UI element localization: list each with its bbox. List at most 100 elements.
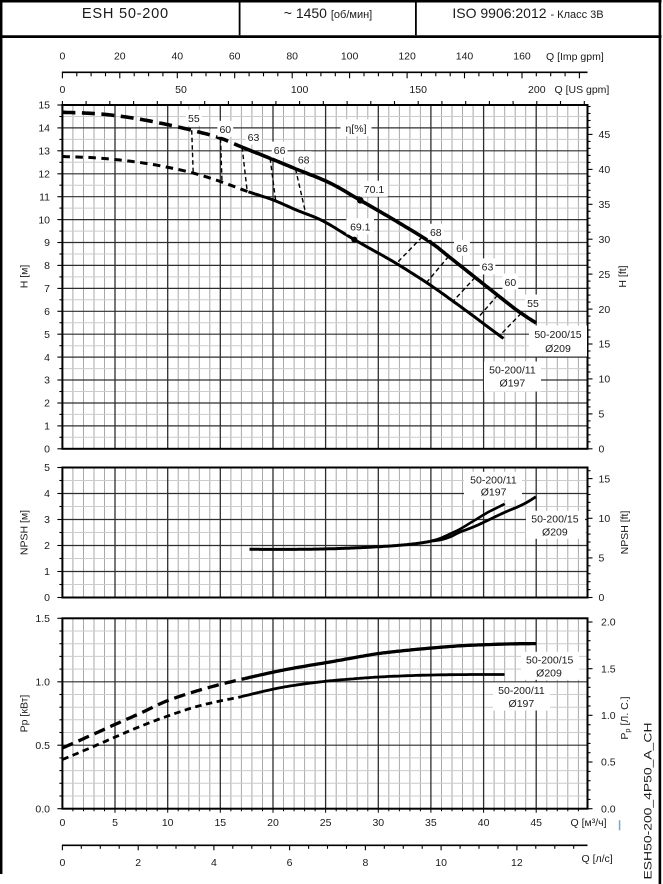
- svg-text:Ø197: Ø197: [500, 377, 526, 389]
- svg-text:15: 15: [599, 339, 611, 351]
- svg-text:H [ft]: H [ft]: [617, 265, 629, 287]
- svg-text:4: 4: [44, 488, 50, 500]
- svg-text:5: 5: [44, 329, 50, 341]
- svg-text:60: 60: [219, 124, 231, 136]
- svg-text:68: 68: [430, 227, 442, 239]
- svg-text:60: 60: [505, 277, 517, 289]
- svg-text:50-200/11: 50-200/11: [498, 685, 545, 697]
- svg-text:Ø209: Ø209: [545, 343, 571, 355]
- svg-text:10: 10: [435, 857, 447, 869]
- svg-text:120: 120: [398, 51, 416, 63]
- svg-text:NPSH [ft]: NPSH [ft]: [619, 511, 631, 555]
- svg-text:30: 30: [599, 234, 611, 246]
- svg-text:66: 66: [274, 145, 286, 157]
- svg-text:0: 0: [59, 51, 65, 63]
- svg-text:2: 2: [135, 857, 141, 869]
- svg-text:6: 6: [287, 857, 293, 869]
- svg-text:20: 20: [599, 304, 611, 316]
- svg-text:13: 13: [38, 146, 50, 158]
- svg-text:50-200/15: 50-200/15: [534, 329, 581, 341]
- svg-text:69.1: 69.1: [350, 222, 371, 234]
- svg-text:Q [Imp gpm]: Q [Imp gpm]: [546, 51, 604, 63]
- svg-text:50-200/11: 50-200/11: [470, 474, 517, 486]
- svg-text:8: 8: [362, 857, 368, 869]
- svg-text:150: 150: [409, 84, 427, 96]
- svg-text:10: 10: [599, 513, 611, 525]
- svg-text:63: 63: [248, 132, 260, 144]
- svg-text:Ø209: Ø209: [536, 668, 562, 680]
- svg-text:5: 5: [44, 462, 50, 474]
- svg-text:5: 5: [112, 817, 118, 829]
- svg-text:140: 140: [456, 51, 474, 63]
- svg-text:2.0: 2.0: [601, 617, 616, 629]
- svg-text:63: 63: [482, 262, 494, 274]
- svg-text:Pp [кВт]: Pp [кВт]: [19, 695, 31, 733]
- svg-text:10: 10: [38, 214, 50, 226]
- svg-text:7: 7: [44, 283, 50, 295]
- svg-text:50-200/15: 50-200/15: [526, 655, 573, 667]
- svg-text:68: 68: [298, 155, 310, 167]
- svg-text:1.0: 1.0: [601, 710, 616, 722]
- svg-text:25: 25: [599, 269, 611, 281]
- svg-text:15: 15: [214, 817, 226, 829]
- svg-text:66: 66: [456, 243, 468, 255]
- svg-text:25: 25: [320, 817, 332, 829]
- svg-text:12: 12: [38, 169, 50, 181]
- svg-text:20: 20: [114, 51, 126, 63]
- svg-text:10: 10: [599, 374, 611, 386]
- svg-text:6: 6: [44, 306, 50, 318]
- svg-text:35: 35: [425, 817, 437, 829]
- svg-text:0.5: 0.5: [35, 740, 50, 752]
- svg-text:0.0: 0.0: [601, 803, 616, 815]
- svg-text:55: 55: [527, 298, 539, 310]
- svg-text:NPSH [м]: NPSH [м]: [19, 510, 31, 555]
- svg-text:2: 2: [44, 540, 50, 552]
- svg-text:Q [м³/ч]: Q [м³/ч]: [571, 817, 607, 829]
- svg-text:Q [л/с]: Q [л/с]: [582, 853, 613, 865]
- svg-text:45: 45: [530, 817, 542, 829]
- svg-text:ESH50-200_4P50_A_CH: ESH50-200_4P50_A_CH: [643, 722, 655, 879]
- svg-text:50-200/11: 50-200/11: [489, 364, 536, 376]
- svg-text:12: 12: [511, 857, 523, 869]
- svg-text:Ø197: Ø197: [481, 487, 507, 499]
- svg-text:~ 1450 [об/мин]: ~ 1450 [об/мин]: [284, 5, 372, 21]
- svg-text:60: 60: [229, 51, 241, 63]
- svg-text:40: 40: [599, 164, 611, 176]
- svg-text:100: 100: [291, 84, 309, 96]
- svg-text:3: 3: [44, 375, 50, 387]
- svg-text:Pр [Л. С.]: Pр [Л. С.]: [619, 696, 632, 739]
- svg-text:55: 55: [188, 113, 200, 125]
- svg-text:15: 15: [38, 100, 50, 112]
- svg-text:4: 4: [44, 352, 50, 364]
- svg-text:11: 11: [39, 191, 50, 203]
- svg-text:14: 14: [38, 123, 50, 135]
- svg-text:10: 10: [162, 817, 174, 829]
- svg-text:Q [US gpm]: Q [US gpm]: [555, 84, 610, 96]
- svg-text:4: 4: [211, 857, 217, 869]
- svg-text:15: 15: [599, 473, 611, 485]
- svg-text:50: 50: [175, 84, 187, 96]
- svg-text:30: 30: [372, 817, 384, 829]
- svg-text:0: 0: [599, 444, 605, 456]
- svg-text:70.1: 70.1: [364, 184, 385, 196]
- svg-text:40: 40: [478, 817, 490, 829]
- svg-text:η[%]: η[%]: [345, 123, 366, 135]
- svg-text:200: 200: [528, 84, 546, 96]
- svg-text:9: 9: [44, 237, 50, 249]
- svg-text:20: 20: [267, 817, 279, 829]
- svg-text:H [м]: H [м]: [19, 265, 31, 289]
- svg-text:1.0: 1.0: [35, 677, 50, 689]
- svg-text:0: 0: [59, 84, 65, 96]
- svg-text:8: 8: [44, 260, 50, 272]
- svg-text:80: 80: [286, 51, 298, 63]
- svg-text:0.5: 0.5: [601, 757, 616, 769]
- svg-text:1: 1: [44, 566, 50, 578]
- svg-text:0: 0: [44, 592, 50, 604]
- svg-text:ESH 50-200: ESH 50-200: [82, 6, 169, 22]
- svg-text:35: 35: [599, 199, 611, 211]
- svg-text:1.5: 1.5: [601, 663, 616, 675]
- svg-text:0: 0: [59, 817, 65, 829]
- svg-text:Ø197: Ø197: [509, 698, 535, 710]
- svg-text:1.5: 1.5: [35, 613, 50, 625]
- svg-text:40: 40: [171, 51, 183, 63]
